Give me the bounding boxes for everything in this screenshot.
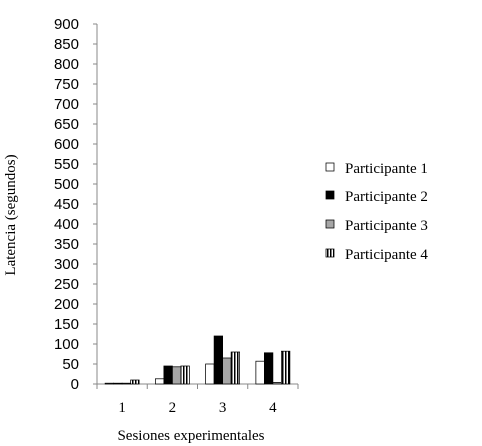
bar bbox=[281, 350, 291, 385]
bar bbox=[213, 335, 223, 385]
legend-label: Participante 4 bbox=[345, 247, 428, 263]
bar bbox=[155, 378, 165, 385]
y-tick-label: 550 bbox=[54, 156, 79, 173]
bar bbox=[113, 382, 123, 385]
legend-label: Participante 2 bbox=[345, 189, 428, 205]
y-tick-label: 400 bbox=[54, 216, 79, 233]
bar bbox=[230, 351, 240, 385]
y-tick-label: 0 bbox=[71, 376, 79, 393]
bar bbox=[121, 382, 131, 385]
legend-swatch bbox=[325, 162, 335, 172]
legend-swatch bbox=[325, 190, 335, 200]
y-tick-label: 850 bbox=[54, 36, 79, 53]
y-tick-label: 100 bbox=[54, 336, 79, 353]
x-tick-label: 3 bbox=[219, 400, 227, 416]
legend-label: Participante 1 bbox=[345, 161, 428, 177]
y-tick-label: 750 bbox=[54, 76, 79, 93]
legend-swatch bbox=[325, 248, 335, 258]
bar bbox=[180, 365, 190, 385]
y-tick-label: 450 bbox=[54, 196, 79, 213]
x-tick-label: 2 bbox=[169, 400, 177, 416]
y-tick-label: 500 bbox=[54, 176, 79, 193]
y-tick-label: 200 bbox=[54, 296, 79, 313]
y-tick-label: 600 bbox=[54, 136, 79, 153]
bar bbox=[272, 382, 282, 385]
y-tick-label: 350 bbox=[54, 236, 79, 253]
y-axis-title: Latencia (segundos) bbox=[3, 154, 19, 275]
y-tick-label: 300 bbox=[54, 256, 79, 273]
y-tick-label: 650 bbox=[54, 116, 79, 133]
legend-swatch bbox=[325, 219, 335, 229]
bar bbox=[104, 382, 114, 385]
x-tick-label: 4 bbox=[269, 400, 277, 416]
x-axis-title: Sesiones experimentales bbox=[117, 428, 264, 444]
y-tick-label: 800 bbox=[54, 56, 79, 73]
y-tick-label: 50 bbox=[62, 356, 79, 373]
legend-label: Participante 3 bbox=[345, 218, 428, 234]
plot-area: 0 50 100 150 200 250 300 350 400 450 500 550 600 650 7… bbox=[54, 16, 299, 416]
bar bbox=[255, 360, 265, 385]
bar bbox=[172, 366, 182, 385]
y-tick-label: 250 bbox=[54, 276, 79, 293]
bar bbox=[130, 379, 140, 385]
x-tick-label: 1 bbox=[118, 400, 126, 416]
bar bbox=[205, 363, 215, 385]
legend: Participante 1 Participante 2 Participante… bbox=[325, 161, 428, 263]
y-tick-label: 150 bbox=[54, 316, 79, 333]
bar bbox=[163, 365, 173, 385]
y-tick-label: 900 bbox=[54, 16, 79, 33]
y-tick-label: 700 bbox=[54, 96, 79, 113]
bar bbox=[264, 352, 274, 385]
bar bbox=[222, 357, 232, 385]
